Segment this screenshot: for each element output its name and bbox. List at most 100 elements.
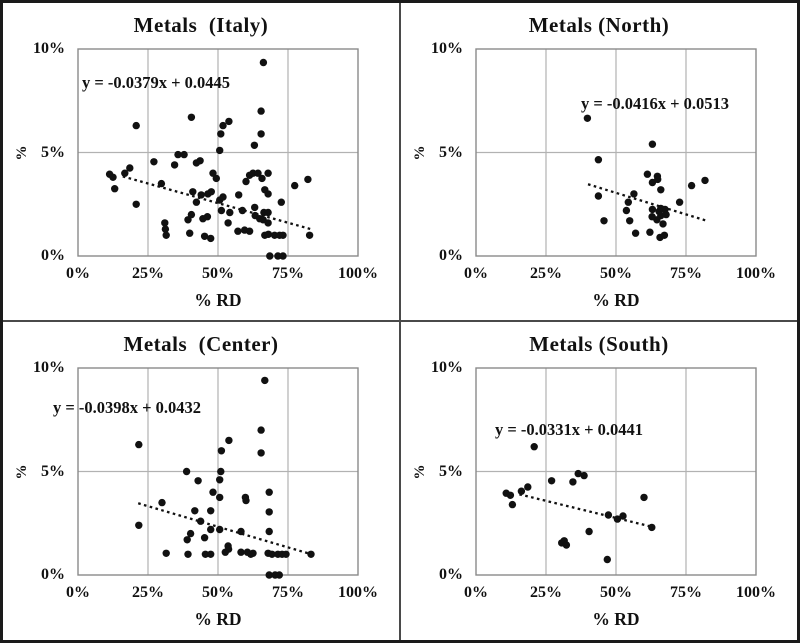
- data-point: [150, 158, 158, 166]
- x-axis-title-center: % RD: [194, 609, 242, 629]
- data-point: [217, 206, 226, 215]
- x-tick-label: 75%: [670, 584, 702, 601]
- y-tick-label: 0%: [41, 247, 65, 264]
- x-tick-label: 100%: [338, 265, 378, 282]
- panel-divider-horizontal: [3, 320, 797, 322]
- data-point: [225, 436, 233, 445]
- data-point: [226, 208, 234, 217]
- y-tick-label: 10%: [431, 359, 463, 376]
- data-point: [257, 449, 265, 457]
- x-tick-label: 100%: [736, 584, 776, 601]
- data-point: [261, 376, 269, 385]
- data-point: [217, 467, 225, 476]
- data-point: [619, 512, 627, 520]
- data-point: [187, 113, 196, 122]
- y-tick-label: 5%: [41, 462, 65, 480]
- data-point: [305, 231, 314, 239]
- data-point: [216, 146, 224, 155]
- data-point: [135, 440, 143, 449]
- data-point: [648, 140, 657, 148]
- data-point: [184, 550, 192, 558]
- data-point: [687, 181, 696, 190]
- scatter-plot-italy: [77, 48, 359, 260]
- data-point: [217, 130, 225, 138]
- data-point: [264, 230, 273, 238]
- data-point: [657, 186, 665, 194]
- data-point: [216, 476, 224, 484]
- data-point: [212, 174, 220, 183]
- plot-frame: [77, 48, 359, 257]
- trendline-equation-south: y = -0.0331x + 0.0441: [495, 420, 644, 439]
- data-point: [648, 523, 656, 532]
- y-tick-label: 10%: [33, 359, 65, 376]
- x-tick-label: 75%: [272, 265, 304, 282]
- y-tick-label: 10%: [33, 40, 65, 57]
- data-point: [277, 198, 285, 206]
- data-point: [506, 491, 515, 499]
- data-point: [640, 493, 648, 502]
- data-point: [221, 548, 229, 556]
- data-point: [530, 443, 538, 451]
- x-tick-label: 25%: [132, 584, 164, 601]
- data-point: [307, 550, 315, 558]
- data-point: [200, 232, 209, 240]
- data-point: [264, 169, 272, 177]
- data-point: [264, 190, 272, 198]
- plot-frame: [77, 367, 359, 576]
- data-point: [250, 141, 259, 149]
- trend-line: [519, 493, 653, 528]
- data-point: [265, 571, 273, 579]
- data-point: [304, 175, 312, 184]
- chart-title-south: Metals (South): [529, 332, 669, 356]
- trendline-equation-italy: y = -0.0379x + 0.0445: [82, 73, 231, 92]
- data-point: [207, 507, 215, 515]
- data-point: [613, 515, 622, 523]
- data-point: [643, 170, 652, 178]
- x-tick-label: 75%: [670, 265, 702, 282]
- data-point: [282, 550, 290, 558]
- data-point: [182, 467, 191, 476]
- data-point: [508, 500, 517, 509]
- data-point: [624, 198, 632, 206]
- data-point: [186, 529, 195, 538]
- y-tick-label: 5%: [41, 143, 65, 161]
- data-point: [630, 190, 638, 198]
- data-point: [547, 477, 556, 485]
- data-point: [569, 478, 577, 486]
- data-point: [701, 176, 709, 185]
- data-point: [170, 161, 179, 169]
- x-tick-label: 25%: [530, 265, 562, 282]
- data-point: [265, 508, 273, 516]
- y-tick-label: 0%: [439, 247, 463, 264]
- trend-line: [587, 183, 709, 223]
- x-tick-label: 0%: [66, 584, 90, 601]
- data-point: [132, 200, 140, 208]
- data-point: [216, 493, 224, 502]
- trendline-equation-north: y = -0.0416x + 0.0513: [581, 94, 730, 113]
- y-tick-label: 10%: [431, 40, 463, 57]
- data-point: [648, 213, 656, 221]
- data-point: [135, 521, 143, 529]
- chart-title-center: Metals (Center): [123, 332, 279, 356]
- data-point: [237, 527, 245, 536]
- data-point: [251, 203, 259, 212]
- data-point: [249, 549, 257, 557]
- x-tick-label: 50%: [202, 265, 234, 282]
- data-point: [266, 252, 274, 260]
- data-point: [237, 548, 245, 556]
- data-point: [161, 219, 169, 227]
- data-point: [196, 157, 204, 165]
- data-point: [162, 549, 170, 557]
- x-axis-title-south: % RD: [592, 609, 640, 629]
- data-point: [121, 169, 129, 177]
- data-point: [279, 231, 287, 239]
- data-point: [203, 213, 212, 221]
- data-point: [196, 517, 205, 525]
- data-point: [600, 217, 608, 225]
- data-point: [219, 121, 227, 130]
- x-tick-label: 25%: [530, 584, 562, 601]
- data-point: [157, 179, 166, 188]
- data-point: [161, 225, 170, 233]
- data-point: [517, 487, 526, 495]
